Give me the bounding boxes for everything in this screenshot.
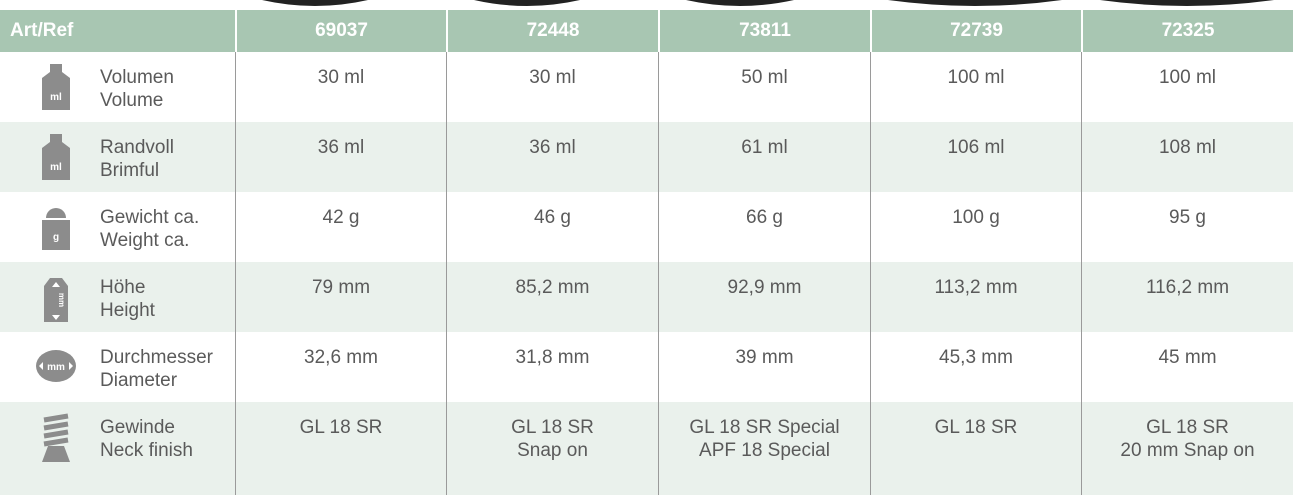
- text-line: 116,2 mm: [1082, 276, 1293, 299]
- value-cell: 50 ml: [658, 52, 870, 122]
- text-line: Snap on: [447, 439, 658, 462]
- icon-text: ml: [50, 92, 62, 103]
- text-line: Volume: [100, 89, 235, 112]
- value-cell: 31,8 mm: [446, 332, 658, 402]
- value-cell: 36 ml: [235, 122, 446, 192]
- value-cell: 45,3 mm: [870, 332, 1081, 402]
- header-cell: 72739: [870, 10, 1081, 52]
- value-cell: 32,6 mm: [235, 332, 446, 402]
- header-cell: 72448: [446, 10, 658, 52]
- value-cell: 46 g: [446, 192, 658, 262]
- text-line: 36 ml: [447, 136, 658, 159]
- icon: [36, 412, 76, 464]
- text-line: 108 ml: [1082, 136, 1293, 159]
- icon-text: ml: [50, 162, 62, 173]
- text-line: 61 ml: [659, 136, 870, 159]
- value-cell: 79 mm: [235, 262, 446, 332]
- text-line: 32,6 mm: [236, 346, 446, 369]
- text-line: Durchmesser: [100, 346, 235, 369]
- header-cell: 69037: [235, 10, 446, 52]
- text-line: 45 mm: [1082, 346, 1293, 369]
- icon: ml: [36, 62, 76, 114]
- text-line: Diameter: [100, 369, 235, 392]
- text-line: 66 g: [659, 206, 870, 229]
- header-cell: 73811: [658, 10, 870, 52]
- value-cell: 36 ml: [446, 122, 658, 192]
- icon: ml: [36, 132, 76, 184]
- text-line: 42 g: [236, 206, 446, 229]
- value-cell: 100 ml: [1081, 52, 1293, 122]
- text-line: Volumen: [100, 66, 235, 89]
- text-line: Gewinde: [100, 416, 235, 439]
- value-cell: 106 ml: [870, 122, 1081, 192]
- text-line: Weight ca.: [100, 229, 235, 252]
- text-line: 46 g: [447, 206, 658, 229]
- text-line: 30 ml: [447, 66, 658, 89]
- value-cell: 66 g: [658, 192, 870, 262]
- header-cell: 72325: [1081, 10, 1293, 52]
- text-line: Randvoll: [100, 136, 235, 159]
- value-cell: 30 ml: [446, 52, 658, 122]
- text-line: APF 18 Special: [659, 439, 870, 462]
- icon: mm: [36, 272, 76, 324]
- value-cell: 100 g: [870, 192, 1081, 262]
- page: Art/Ref6903772448738117273972325 ml Volume…: [0, 0, 1293, 495]
- value-cell: 108 ml: [1081, 122, 1293, 192]
- text-line: Gewicht ca.: [100, 206, 235, 229]
- text-line: 85,2 mm: [447, 276, 658, 299]
- value-cell: 61 ml: [658, 122, 870, 192]
- text-line: 113,2 mm: [871, 276, 1081, 299]
- text-line: 31,8 mm: [447, 346, 658, 369]
- icon-text: g: [53, 232, 59, 243]
- value-cell: 85,2 mm: [446, 262, 658, 332]
- value-cell: 92,9 mm: [658, 262, 870, 332]
- text-line: GL 18 SR: [1082, 416, 1293, 439]
- text-line: 92,9 mm: [659, 276, 870, 299]
- icon-text: mm: [57, 293, 66, 307]
- value-cell: 30 ml: [235, 52, 446, 122]
- value-cell: 45 mm: [1081, 332, 1293, 402]
- row-label: Gewicht ca.Weight ca.: [100, 192, 235, 262]
- value-cell: 100 ml: [870, 52, 1081, 122]
- text-line: 79 mm: [236, 276, 446, 299]
- text-line: 100 ml: [1082, 66, 1293, 89]
- icon-text: mm: [47, 362, 65, 373]
- text-line: Brimful: [100, 159, 235, 182]
- text-line: 100 ml: [871, 66, 1081, 89]
- value-cell: 39 mm: [658, 332, 870, 402]
- text-line: Height: [100, 299, 235, 322]
- text-line: 45,3 mm: [871, 346, 1081, 369]
- value-cell: GL 18 SR: [235, 402, 446, 495]
- value-cell: GL 18 SR: [870, 402, 1081, 495]
- value-cell: 95 g: [1081, 192, 1293, 262]
- text-line: 20 mm Snap on: [1082, 439, 1293, 462]
- text-line: 36 ml: [236, 136, 446, 159]
- value-cell: 113,2 mm: [870, 262, 1081, 332]
- value-cell: 42 g: [235, 192, 446, 262]
- text-line: 100 g: [871, 206, 1081, 229]
- text-line: 106 ml: [871, 136, 1081, 159]
- text-line: GL 18 SR Special: [659, 416, 870, 439]
- header-cell: Art/Ref: [0, 10, 235, 52]
- text-line: 95 g: [1082, 206, 1293, 229]
- text-line: GL 18 SR: [447, 416, 658, 439]
- text-line: 39 mm: [659, 346, 870, 369]
- text-line: Neck finish: [100, 439, 235, 462]
- text-line: GL 18 SR: [236, 416, 446, 439]
- text-line: GL 18 SR: [871, 416, 1081, 439]
- text-line: 30 ml: [236, 66, 446, 89]
- icon: mm: [36, 342, 76, 394]
- value-cell: 116,2 mm: [1081, 262, 1293, 332]
- text-line: 50 ml: [659, 66, 870, 89]
- text-line: Höhe: [100, 276, 235, 299]
- icon: g: [36, 202, 76, 254]
